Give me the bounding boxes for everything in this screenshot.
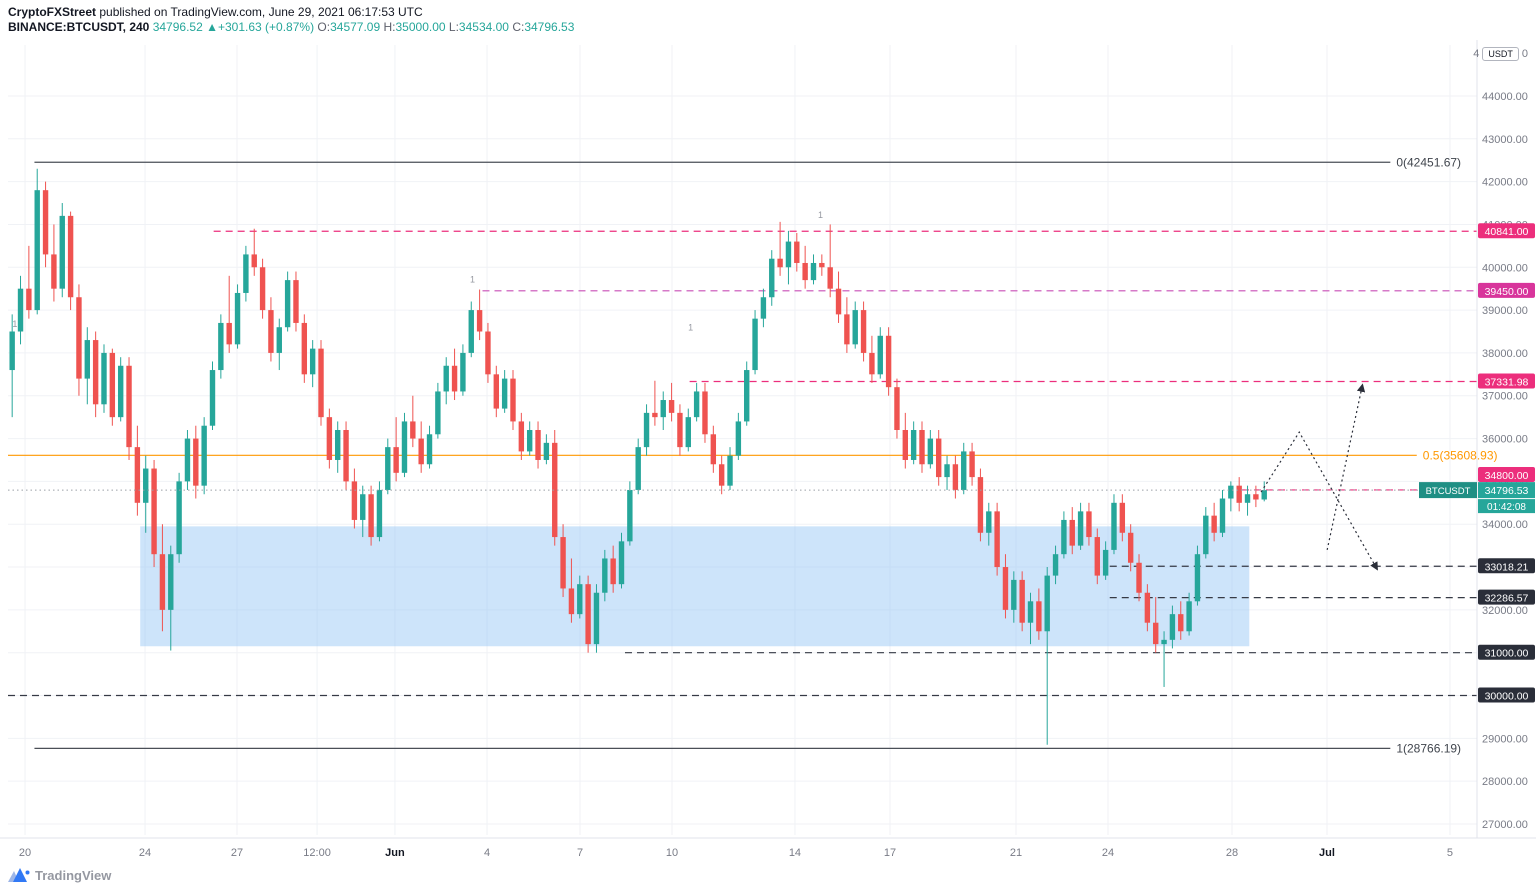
price-tag: [1478, 589, 1535, 605]
price-tag-label: 33018.21: [1485, 561, 1529, 573]
price-tag: [1478, 282, 1535, 298]
price-tag: [1478, 687, 1535, 703]
low-label: L:: [448, 20, 459, 34]
axis-top-left-digit: 4: [1473, 48, 1480, 60]
time-tick-label: 12:00: [303, 847, 331, 859]
price-levels: 0(42451.67) 0.5(35608.93) 1(28766.19): [8, 155, 1498, 755]
price-tag: [1478, 558, 1535, 574]
symbol-title[interactable]: BINANCE:BTCUSDT, 240: [8, 20, 150, 34]
time-tick-label: 17: [884, 847, 896, 859]
price-tick-label: 37000.00: [1482, 391, 1528, 403]
current-price-label: 34796.53: [1485, 485, 1529, 497]
projection-arrow[interactable]: [1260, 430, 1378, 571]
current-price-tag: BTCUSDT 34796.53 01:42:08: [1419, 482, 1535, 514]
price-tick-label: 38000.00: [1482, 348, 1528, 360]
price-tag-label: 40841.00: [1485, 226, 1529, 238]
axis-top-right-digit: 0: [1521, 48, 1528, 60]
time-tick-label: 10: [666, 847, 678, 859]
price-tick-label: 44000.00: [1482, 91, 1528, 103]
price-tag-label: 32286.57: [1485, 593, 1529, 605]
time-tick-label: Jul: [1319, 847, 1335, 859]
price-tag-label: 30000.00: [1485, 691, 1529, 703]
price-tag-label: 39450.00: [1485, 286, 1529, 298]
price-tick-label: 27000.00: [1482, 819, 1528, 831]
time-axis[interactable]: 20 24 27 12:00 Jun 4 7 10 14 17 21 24 28 Jul 5: [19, 847, 1453, 859]
price-tick-label: 32000.00: [1482, 605, 1528, 617]
candle-countdown: 01:42:08: [1487, 502, 1526, 513]
high-label: H:: [383, 20, 396, 34]
byline: CryptoFXStreet published on TradingView.…: [8, 5, 423, 19]
time-tick-label: 7: [577, 847, 583, 859]
low-value: 34534.00: [458, 20, 509, 34]
price-tag: [1478, 644, 1535, 660]
time-tick-label: 20: [19, 847, 31, 859]
time-tick-label: Jun: [385, 847, 405, 859]
time-tick-label: 24: [139, 847, 151, 859]
open-value: 34577.09: [330, 20, 381, 34]
open-label: O:: [317, 20, 331, 34]
high-value: 35000.00: [395, 20, 446, 34]
price-tick-label: 29000.00: [1482, 733, 1528, 745]
last-price: 34796.52: [152, 20, 203, 34]
candlesticks: [9, 168, 1267, 745]
time-tick-label: 5: [1447, 847, 1453, 859]
close-value: 34796.53: [524, 20, 575, 34]
chart-mark: 1: [818, 210, 823, 220]
time-tick-label: 27: [231, 847, 243, 859]
author-name: CryptoFXStreet: [8, 5, 97, 19]
chart-mark: 1: [470, 274, 475, 284]
price-tick-label: 36000.00: [1482, 434, 1528, 446]
price-tag-label: 34800.00: [1485, 470, 1529, 482]
time-tick-label: 4: [484, 847, 490, 859]
tradingview-logo[interactable]: TradingView: [8, 868, 111, 883]
price-tag: [1478, 373, 1535, 389]
axis-currency-row: 4 USDT 0: [1473, 47, 1528, 61]
time-tick-label: 28: [1226, 847, 1238, 859]
tradingview-logo-text: TradingView: [35, 868, 112, 883]
grid: [8, 45, 1477, 835]
usdt-currency-button[interactable]: USDT: [1482, 47, 1519, 61]
tradingview-logo-icon: [8, 868, 30, 882]
level-plot-label: 0(42451.67): [1396, 155, 1461, 169]
price-change: +301.63 (+0.87%): [218, 20, 315, 34]
level-plot-label: 1(28766.19): [1396, 741, 1461, 755]
price-tag-label: 37331.98: [1485, 377, 1529, 389]
chart-mark: 1: [12, 319, 17, 329]
current-symbol-label: BTCUSDT: [1426, 486, 1471, 497]
price-tick-label: 40000.00: [1482, 262, 1528, 274]
symbol-legend[interactable]: BINANCE:BTCUSDT, 240 34796.52 ▲+301.63 (…: [8, 20, 574, 34]
price-tick-label: 28000.00: [1482, 776, 1528, 788]
price-tag: [1478, 466, 1535, 482]
price-tick-label: 42000.00: [1482, 177, 1528, 189]
byline-text: published on TradingView.com, June 29, 2…: [96, 5, 423, 19]
time-tick-label: 21: [1010, 847, 1022, 859]
chart-mark: 1: [688, 323, 693, 333]
projection-arrow[interactable]: [1326, 383, 1366, 551]
price-tick-label: 39000.00: [1482, 305, 1528, 317]
change-arrow-icon: ▲: [206, 20, 218, 34]
time-tick-label: 24: [1102, 847, 1114, 859]
level-plot-label: 0.5(35608.93): [1423, 448, 1498, 462]
price-tag-label: 31000.00: [1485, 648, 1529, 660]
price-tick-label: 43000.00: [1482, 134, 1528, 146]
close-label: C:: [512, 20, 525, 34]
price-tag: [1478, 223, 1535, 239]
price-tick-label: 34000.00: [1482, 519, 1528, 531]
time-tick-label: 14: [789, 847, 801, 859]
